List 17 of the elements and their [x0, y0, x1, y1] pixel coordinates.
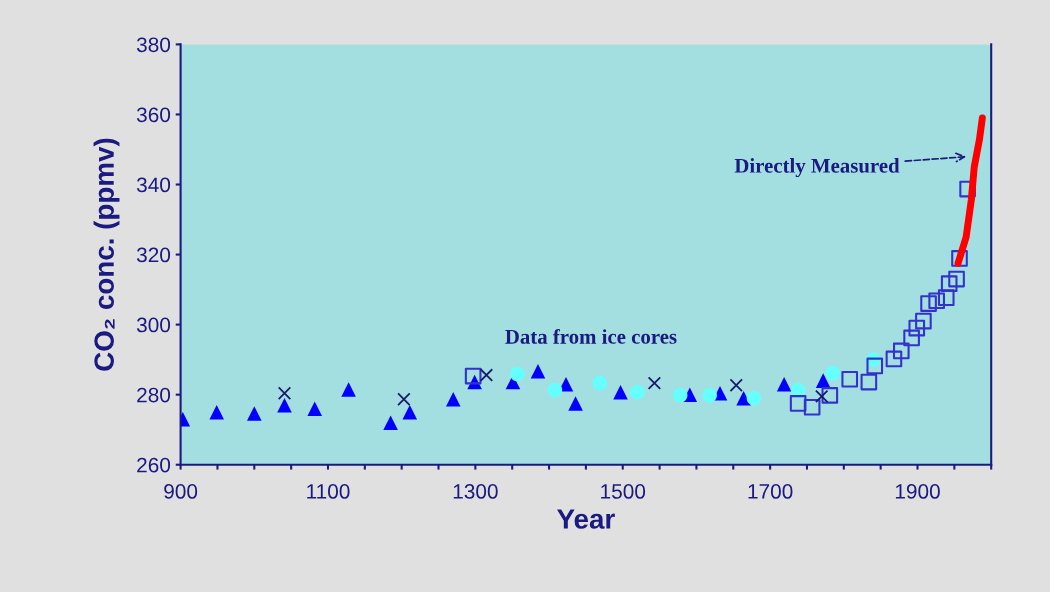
y-tick-label: 260 — [137, 457, 171, 473]
y-tick-label: 300 — [136, 317, 171, 333]
y-tick-label: 280 — [137, 387, 171, 403]
x-tick-label: 1900 — [895, 484, 940, 499]
y-tick-label: 340 — [136, 177, 171, 193]
x-tick-label: 1700 — [748, 484, 793, 499]
x-axis-title: Year — [557, 509, 615, 529]
x-tick-label: 900 — [164, 484, 198, 499]
y-axis-title: CO₂ conc. (ppmv) — [93, 138, 120, 371]
annotation: Data from ice cores — [505, 328, 677, 344]
x-tick-label: 1100 — [307, 484, 350, 499]
y-tick-label: 320 — [136, 247, 171, 263]
x-tick-label: 1300 — [453, 484, 498, 499]
x-tick-label: 1500 — [601, 484, 646, 499]
y-tick-label: 380 — [136, 37, 171, 53]
annotation: Directly Measured — [734, 158, 900, 178]
y-tick-label: 360 — [136, 107, 171, 123]
